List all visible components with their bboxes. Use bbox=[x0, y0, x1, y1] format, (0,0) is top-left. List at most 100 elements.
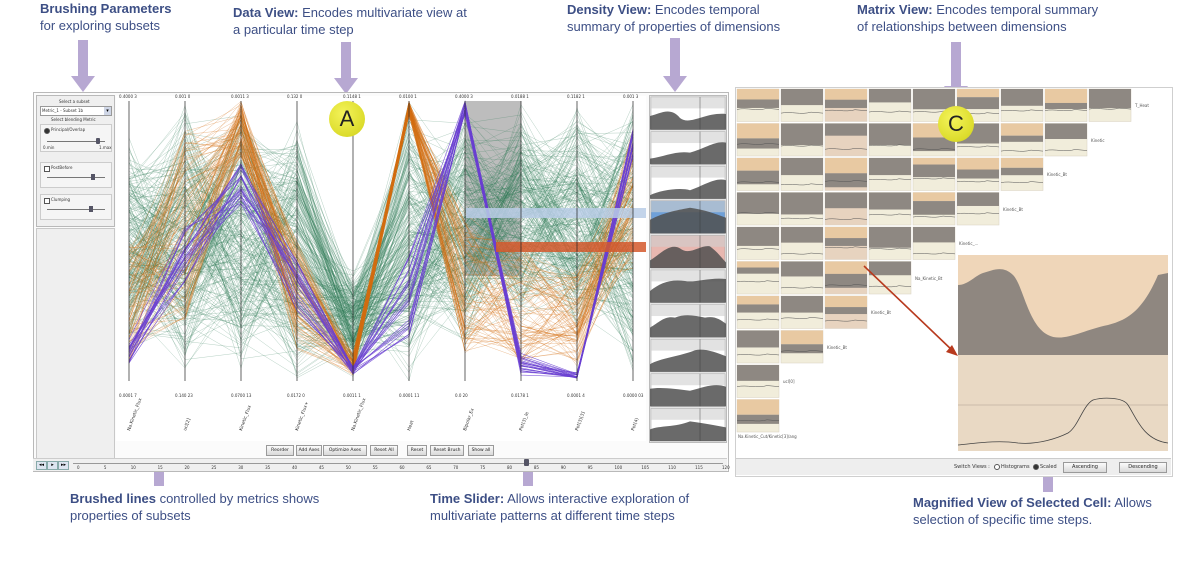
density-cell[interactable] bbox=[650, 201, 726, 234]
matrix-bottom-bar: Switch Views : Histograms Scaled Ascendi… bbox=[736, 458, 1171, 475]
action-button-add-axes[interactable]: Add Axes bbox=[296, 445, 322, 456]
matrix-cell[interactable] bbox=[825, 158, 867, 191]
action-button-reset[interactable]: Reset bbox=[407, 445, 427, 456]
axis-bottom-label: 0.0 20 bbox=[455, 393, 468, 398]
matrix-cell[interactable] bbox=[825, 124, 867, 157]
density-cell[interactable] bbox=[650, 374, 726, 407]
parallel-coordinates-view[interactable] bbox=[116, 96, 646, 441]
time-slider-handle[interactable] bbox=[524, 459, 529, 466]
matrix-cell[interactable] bbox=[781, 296, 823, 329]
density-cell[interactable] bbox=[650, 339, 726, 372]
density-cell[interactable] bbox=[650, 408, 726, 441]
time-tick-label: 35 bbox=[265, 465, 270, 470]
metric-group-1: Principal/Overlap 0.min 1.max bbox=[40, 124, 112, 152]
axis-top-label: 0.001 0 bbox=[175, 94, 190, 99]
slider-handle-2[interactable] bbox=[91, 174, 95, 180]
matrix-cell[interactable] bbox=[957, 158, 999, 191]
matrix-cell[interactable] bbox=[737, 400, 779, 433]
action-button-optimize-axes[interactable]: Optimize Axes bbox=[323, 445, 367, 456]
time-tick-label: 65 bbox=[426, 465, 431, 470]
axis-top-label: 0.4000 3 bbox=[119, 94, 137, 99]
density-cell[interactable] bbox=[650, 235, 726, 268]
matrix-cell[interactable] bbox=[781, 158, 823, 191]
matrix-cell[interactable] bbox=[825, 227, 867, 260]
axis-bottom-label: 0.0700 13 bbox=[231, 393, 251, 398]
metric-group-2: PostBefore bbox=[40, 162, 112, 188]
action-button-reset-brush[interactable]: Reset Brush bbox=[430, 445, 464, 456]
matrix-cell[interactable] bbox=[869, 158, 911, 191]
subset-select[interactable]: Metric_1 - Subset 1b ▾ bbox=[40, 106, 112, 116]
matrix-cell[interactable] bbox=[781, 262, 823, 295]
density-cell[interactable] bbox=[650, 270, 726, 303]
play-icon[interactable]: ▸ bbox=[47, 461, 58, 470]
matrix-cell[interactable] bbox=[737, 89, 779, 122]
matrix-cell[interactable] bbox=[1001, 124, 1043, 157]
ascending-button[interactable]: Ascending bbox=[1063, 462, 1107, 473]
matrix-cell[interactable] bbox=[737, 331, 779, 364]
chevron-down-icon[interactable]: ▾ bbox=[104, 107, 111, 115]
axis-bottom-label: 0.0001 4 bbox=[567, 393, 585, 398]
time-tick-label: 95 bbox=[588, 465, 593, 470]
density-cell[interactable] bbox=[650, 166, 726, 199]
control-panel-empty bbox=[36, 228, 115, 460]
density-cell[interactable] bbox=[650, 305, 726, 338]
marker-a: A bbox=[329, 101, 365, 137]
density-cell[interactable] bbox=[650, 132, 726, 165]
time-tick-label: 50 bbox=[346, 465, 351, 470]
matrix-cell[interactable] bbox=[737, 124, 779, 157]
matrix-cell[interactable] bbox=[1001, 89, 1043, 122]
axis-top-label: 0.1148 1 bbox=[343, 94, 361, 99]
matrix-cell[interactable] bbox=[1045, 124, 1087, 157]
matrix-cell[interactable] bbox=[737, 227, 779, 260]
time-tick-label: 30 bbox=[238, 465, 243, 470]
matrix-cell[interactable] bbox=[913, 227, 955, 260]
matrix-cell[interactable] bbox=[781, 124, 823, 157]
checkbox-clumping[interactable] bbox=[44, 198, 50, 204]
matrix-cell[interactable] bbox=[869, 227, 911, 260]
magnified-view[interactable] bbox=[958, 255, 1168, 451]
matrix-cell[interactable] bbox=[957, 193, 999, 226]
action-button-show-all[interactable]: Show all bbox=[468, 445, 494, 456]
matrix-cell[interactable] bbox=[737, 262, 779, 295]
slider-track-3 bbox=[47, 209, 105, 210]
matrix-cell[interactable] bbox=[825, 193, 867, 226]
time-tick-label: 55 bbox=[373, 465, 378, 470]
time-slider[interactable]: ◂◂ ▸ ▸▸ 0 5 10 15 20 25 30 35 40 45 50 55 60 65 70 75 80… bbox=[33, 458, 727, 471]
time-tick-label: 110 bbox=[668, 465, 676, 470]
radio-scaled-label: Scaled bbox=[1040, 464, 1057, 470]
matrix-cell[interactable] bbox=[913, 193, 955, 226]
matrix-cell[interactable] bbox=[781, 193, 823, 226]
matrix-cell[interactable] bbox=[1089, 89, 1131, 122]
time-tick-label: 100 bbox=[615, 465, 623, 470]
matrix-cell[interactable] bbox=[737, 365, 779, 398]
matrix-row-label: Kinetic_Bt bbox=[1003, 207, 1023, 212]
radio-principal[interactable] bbox=[44, 128, 50, 134]
step-back-icon[interactable]: ◂◂ bbox=[36, 461, 47, 470]
matrix-cell[interactable] bbox=[737, 158, 779, 191]
action-button-reorder[interactable]: Reorder bbox=[266, 445, 294, 456]
matrix-cell[interactable] bbox=[781, 227, 823, 260]
density-cell[interactable] bbox=[650, 97, 726, 130]
matrix-cell[interactable] bbox=[737, 296, 779, 329]
matrix-row-label: Kinetic_... bbox=[959, 241, 978, 246]
checkbox-postbefore-label: PostBefore bbox=[51, 165, 72, 170]
descending-button[interactable]: Descending bbox=[1119, 462, 1167, 473]
matrix-cell[interactable] bbox=[869, 193, 911, 226]
matrix-cell[interactable] bbox=[869, 124, 911, 157]
radio-scaled[interactable] bbox=[1033, 464, 1039, 470]
action-button-reset-all[interactable]: Reset All bbox=[370, 445, 398, 456]
matrix-cell[interactable] bbox=[737, 193, 779, 226]
matrix-cell[interactable] bbox=[825, 89, 867, 122]
matrix-cell[interactable] bbox=[1001, 158, 1043, 191]
matrix-cell[interactable] bbox=[913, 158, 955, 191]
matrix-cell[interactable] bbox=[1045, 89, 1087, 122]
radio-histograms[interactable] bbox=[994, 464, 1000, 470]
slider-handle-3[interactable] bbox=[89, 206, 93, 212]
matrix-cell[interactable] bbox=[781, 331, 823, 364]
step-forward-icon[interactable]: ▸▸ bbox=[58, 461, 69, 470]
matrix-cell[interactable] bbox=[869, 89, 911, 122]
checkbox-postbefore[interactable] bbox=[44, 166, 50, 172]
matrix-cell[interactable] bbox=[781, 89, 823, 122]
slider-handle-1[interactable] bbox=[96, 138, 100, 144]
select-subset-label: Select a subset bbox=[59, 99, 90, 104]
